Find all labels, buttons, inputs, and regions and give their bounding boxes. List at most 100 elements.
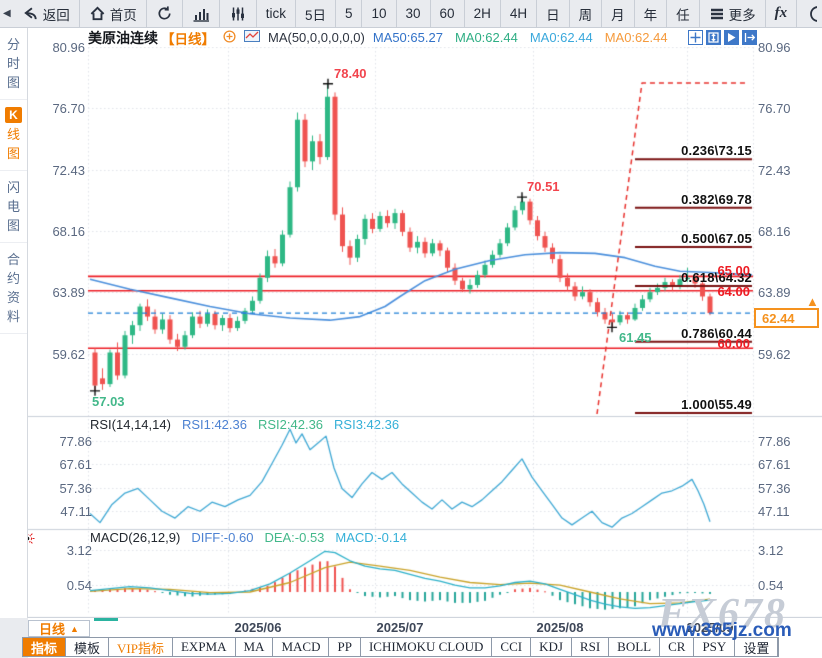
chevron-up-icon: ▲ bbox=[70, 623, 79, 634]
sidebar-tab-lightning[interactable]: 闪电图 bbox=[0, 171, 27, 243]
toolbar-item-label: 30 bbox=[405, 6, 421, 21]
bar-chart-icon bbox=[192, 6, 210, 22]
toolbar-item-refresh[interactable] bbox=[147, 0, 183, 27]
sidebar-tab-char: 料 bbox=[6, 309, 20, 324]
refresh-icon bbox=[156, 5, 173, 22]
indicator-tab-ICHIMOKU CLOUD[interactable]: ICHIMOKU CLOUD bbox=[361, 638, 493, 656]
toolbar-item-back[interactable]: 返回 bbox=[13, 0, 80, 27]
ma-formula[interactable]: MA(50,0,0,0,0,0) bbox=[268, 30, 365, 45]
toolbar-item-day[interactable]: 日 bbox=[537, 0, 570, 27]
x-axis-date-label: 2025/07 bbox=[376, 620, 424, 635]
ma-value: MA50:65.27 bbox=[372, 30, 443, 45]
sidebar-tab-char: 图 bbox=[6, 218, 20, 233]
toolbar-item-fx[interactable]: fx bbox=[766, 0, 798, 27]
sidebar-tab-contract-info[interactable]: 合约资料 bbox=[0, 243, 27, 334]
move-icon[interactable] bbox=[688, 30, 703, 45]
toolbar-item-label: 任 bbox=[676, 7, 690, 23]
chart-tool-icons bbox=[688, 30, 757, 45]
pointer-icon[interactable] bbox=[724, 30, 739, 45]
toolbar-item-week[interactable]: 周 bbox=[570, 0, 603, 27]
indicator-tab-设置[interactable]: 设置 bbox=[735, 638, 779, 656]
sidebar-tab-char: 线 bbox=[6, 127, 20, 142]
toolbar-item-h4[interactable]: 4H bbox=[501, 0, 538, 27]
indicator-tab-CR[interactable]: CR bbox=[660, 638, 695, 656]
sliders-icon bbox=[229, 6, 247, 22]
toolbar-item-label: tick bbox=[265, 6, 286, 21]
indicator-tab-BOLL[interactable]: BOLL bbox=[609, 638, 661, 656]
toolbar-item-home[interactable]: 首页 bbox=[80, 0, 147, 27]
toolbar-item-label: 返回 bbox=[42, 7, 70, 23]
plus-circle-icon[interactable] bbox=[223, 29, 236, 46]
indicator-tab-RSI[interactable]: RSI bbox=[572, 638, 610, 656]
toolbar-item-m5[interactable]: 5 bbox=[336, 0, 363, 27]
ma-value: MA0:62.44 bbox=[604, 30, 668, 45]
exit-right-icon[interactable] bbox=[742, 30, 757, 45]
period-selector-button[interactable]: 日线 ▲ bbox=[28, 620, 90, 637]
period-tag: 【日线】 bbox=[161, 31, 215, 47]
instrument-title: 美原油连续 bbox=[88, 29, 158, 46]
indicator-tab-EXPMA[interactable]: EXPMA bbox=[173, 638, 236, 656]
toolbar-item-area-chart[interactable] bbox=[183, 0, 220, 27]
toolbar-item-year[interactable]: 年 bbox=[635, 0, 668, 27]
toolbar-item-month[interactable]: 月 bbox=[602, 0, 635, 27]
indicator-tab-MACD[interactable]: MACD bbox=[273, 638, 330, 656]
indicator-tab-CCI[interactable]: CCI bbox=[492, 638, 532, 656]
toolbar-item-partial[interactable] bbox=[797, 0, 818, 27]
toolbar-item-label: 10 bbox=[371, 6, 387, 21]
scroll-indicator[interactable] bbox=[94, 618, 118, 621]
sidebar-tab-char: 电 bbox=[6, 199, 20, 214]
back-arrow-icon bbox=[22, 5, 39, 22]
ma-value: MA0:62.44 bbox=[529, 30, 593, 45]
ma-value: MA0:62.44 bbox=[454, 30, 518, 45]
indicator-tab-KDJ[interactable]: KDJ bbox=[531, 638, 572, 656]
toolbar-item-h2[interactable]: 2H bbox=[465, 0, 501, 27]
sidebar-tab-time-share[interactable]: 分时图 bbox=[0, 28, 27, 100]
indicator-tab-bar: 指标 模板 VIP指标 EXPMA MA MACD PP ICHIMOKU CLOUD CCI K… bbox=[22, 637, 780, 657]
mini-chart-icon bbox=[244, 29, 260, 46]
sidebar-tab-char: 闪 bbox=[6, 180, 20, 195]
indicator-tab-PP[interactable]: PP bbox=[329, 638, 361, 656]
indicator-tab-PSY[interactable]: PSY bbox=[694, 638, 736, 656]
toolbar-item-label: 5 bbox=[344, 6, 353, 21]
toolbar-item-label: 5日 bbox=[304, 7, 326, 23]
toolbar-item-label: 日 bbox=[546, 7, 560, 23]
indicator-tab-指标[interactable]: 指标 bbox=[23, 638, 67, 656]
toolbar-item-label: 2H bbox=[473, 6, 491, 21]
ma-values: MA50:65.27 MA0:62.44 MA0:62.44 MA0:62.44 bbox=[373, 30, 668, 45]
toolbar-item-candle-style[interactable] bbox=[220, 0, 257, 27]
toolbar-item-m60[interactable]: 60 bbox=[431, 0, 465, 27]
toolbar-item-label: 4H bbox=[509, 6, 528, 21]
toolbar-item-label: 60 bbox=[439, 6, 455, 21]
sidebar-tab-char: 时 bbox=[6, 56, 20, 71]
toolbar-item-m10[interactable]: 10 bbox=[362, 0, 397, 27]
fit-scale-icon[interactable] bbox=[706, 30, 721, 45]
candlestick-chart-canvas[interactable] bbox=[28, 46, 822, 618]
top-toolbar: ◀ 返回 首页 tick 5日 5 10 30 60 2H 4H 日 周 月 年 任 更多 fx bbox=[0, 0, 822, 28]
toolbar-item-tick[interactable]: tick bbox=[257, 0, 296, 27]
sidebar-tab-char: 资 bbox=[6, 290, 20, 305]
indicator-tab-MA[interactable]: MA bbox=[236, 638, 274, 656]
home-icon bbox=[89, 5, 106, 22]
chart-header: 美原油连续 【日线】 MA(50,0,0,0,0,0) MA50:65.27 MA… bbox=[28, 28, 822, 47]
toolbar-item-custom[interactable]: 任 bbox=[667, 0, 700, 27]
sidebar-tab-char: 分 bbox=[6, 37, 20, 52]
x-axis-date-label: 2025/06 bbox=[234, 620, 282, 635]
toolbar-item-more[interactable]: 更多 bbox=[700, 0, 766, 27]
sidebar-tab-char: 约 bbox=[6, 271, 20, 286]
toolbar-item-label: 更多 bbox=[728, 7, 756, 23]
indicator-tab-VIP指标[interactable]: VIP指标 bbox=[109, 638, 173, 656]
toolbar-item-label: 周 bbox=[578, 7, 593, 23]
toolbar-item-m30[interactable]: 30 bbox=[397, 0, 431, 27]
sidebar-tab-char: 图 bbox=[6, 146, 20, 161]
menu-icon bbox=[709, 7, 725, 21]
partial-circle-icon bbox=[803, 5, 818, 23]
toolbar-item-label: 年 bbox=[643, 7, 658, 23]
sidebar-tab-char: 图 bbox=[6, 75, 20, 90]
collapse-left-icon[interactable]: ◀ bbox=[3, 8, 11, 19]
toolbar-item-label: fx bbox=[774, 5, 788, 21]
toolbar-item-5d[interactable]: 5日 bbox=[296, 0, 336, 27]
indicator-tab-模板[interactable]: 模板 bbox=[66, 638, 110, 656]
